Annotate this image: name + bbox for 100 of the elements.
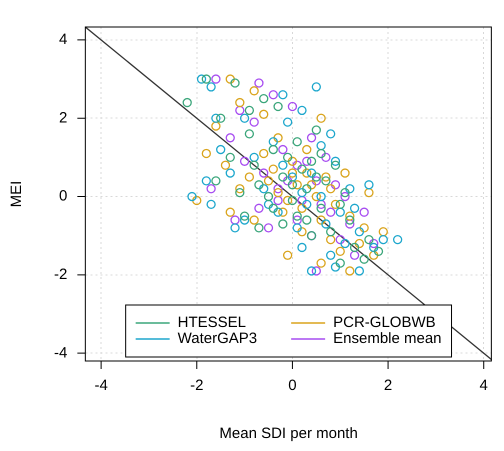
point <box>187 192 197 202</box>
point <box>254 180 264 190</box>
point <box>354 266 364 276</box>
point <box>306 156 316 166</box>
point <box>306 168 316 178</box>
point <box>292 160 302 170</box>
point <box>264 223 274 233</box>
point <box>321 219 331 229</box>
point <box>268 164 278 174</box>
point <box>345 211 354 221</box>
point <box>326 227 336 236</box>
point <box>340 192 350 202</box>
point <box>211 121 221 131</box>
point <box>316 140 326 150</box>
point <box>273 184 283 194</box>
point <box>316 114 326 123</box>
point <box>369 238 378 248</box>
point <box>354 227 364 236</box>
point <box>235 188 244 198</box>
point <box>340 238 350 248</box>
point <box>288 168 298 178</box>
point <box>211 176 221 186</box>
point <box>316 148 326 158</box>
point <box>392 234 402 244</box>
point <box>273 208 283 217</box>
point <box>336 246 345 256</box>
point <box>321 176 331 186</box>
point <box>226 133 235 142</box>
point <box>306 266 316 276</box>
point <box>264 192 274 202</box>
point <box>336 208 345 217</box>
point <box>288 102 298 112</box>
point <box>282 196 292 206</box>
x-tick-label: -2 <box>190 377 204 394</box>
y-tick-label: 0 <box>58 188 68 205</box>
point <box>321 172 331 182</box>
point <box>288 172 298 182</box>
point <box>330 156 340 166</box>
point <box>316 215 326 225</box>
point <box>259 168 268 178</box>
point <box>297 188 307 198</box>
point <box>235 106 244 116</box>
point <box>369 250 378 260</box>
point <box>268 204 278 213</box>
point <box>292 180 302 190</box>
point <box>240 211 250 221</box>
point <box>297 227 307 236</box>
point <box>354 238 364 248</box>
y-tick-label: -2 <box>54 266 68 283</box>
point <box>312 125 321 135</box>
point <box>273 188 283 198</box>
point <box>202 176 211 186</box>
point <box>321 152 331 162</box>
point <box>244 106 254 116</box>
point <box>364 188 374 198</box>
point <box>264 200 274 210</box>
point <box>360 223 369 233</box>
point <box>378 227 388 236</box>
legend-label: HTESSEL <box>178 314 246 332</box>
point <box>336 200 345 210</box>
point <box>316 258 326 268</box>
point <box>306 180 316 190</box>
point <box>282 118 292 127</box>
point <box>360 254 369 264</box>
point <box>273 196 283 206</box>
point <box>264 176 274 186</box>
point <box>278 90 288 100</box>
point <box>297 204 307 213</box>
point <box>268 144 278 154</box>
point <box>182 98 192 108</box>
point <box>226 208 235 217</box>
point <box>316 200 326 210</box>
point <box>282 176 292 186</box>
point <box>364 180 374 190</box>
point <box>244 172 254 182</box>
point <box>211 114 221 123</box>
point <box>374 246 384 256</box>
legend-label: WaterGAP3 <box>178 330 258 348</box>
point <box>226 168 235 178</box>
y-tick-label: 4 <box>58 31 68 48</box>
point <box>302 184 312 194</box>
point <box>254 223 264 233</box>
point <box>282 152 292 162</box>
point <box>345 215 354 225</box>
point <box>378 234 388 244</box>
point <box>230 78 240 88</box>
point <box>202 74 211 84</box>
point <box>345 184 354 194</box>
point <box>273 133 283 142</box>
point <box>268 137 278 146</box>
point <box>340 188 350 198</box>
point <box>192 196 202 206</box>
point <box>278 144 288 154</box>
point <box>350 250 360 260</box>
y-tick-label: -4 <box>54 344 68 362</box>
point <box>297 196 307 206</box>
point <box>250 160 259 170</box>
legend-label: PCR-GLOBWB <box>333 314 436 332</box>
point <box>360 208 369 217</box>
point <box>288 196 298 206</box>
